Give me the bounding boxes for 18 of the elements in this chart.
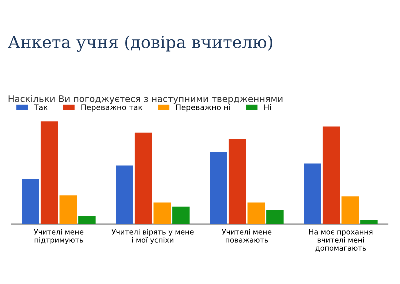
bar bbox=[210, 152, 228, 224]
bar bbox=[322, 126, 340, 224]
bar bbox=[22, 179, 40, 224]
bar bbox=[116, 166, 134, 224]
bar bbox=[154, 202, 172, 224]
chart-subtitle: Наскільки Ви погоджуєтеся з наступними твердженнями bbox=[8, 95, 283, 104]
bar bbox=[172, 206, 190, 224]
bar bbox=[266, 210, 284, 224]
bar bbox=[78, 216, 96, 224]
bar bbox=[60, 196, 78, 224]
bar bbox=[228, 139, 246, 224]
bar bbox=[248, 202, 266, 224]
bar bbox=[304, 164, 322, 224]
bar bbox=[40, 122, 58, 224]
bar bbox=[342, 196, 360, 224]
bar bbox=[360, 220, 378, 224]
chart-title: Анкета учня (довіра вчителю) bbox=[8, 36, 273, 52]
bar bbox=[134, 132, 152, 224]
